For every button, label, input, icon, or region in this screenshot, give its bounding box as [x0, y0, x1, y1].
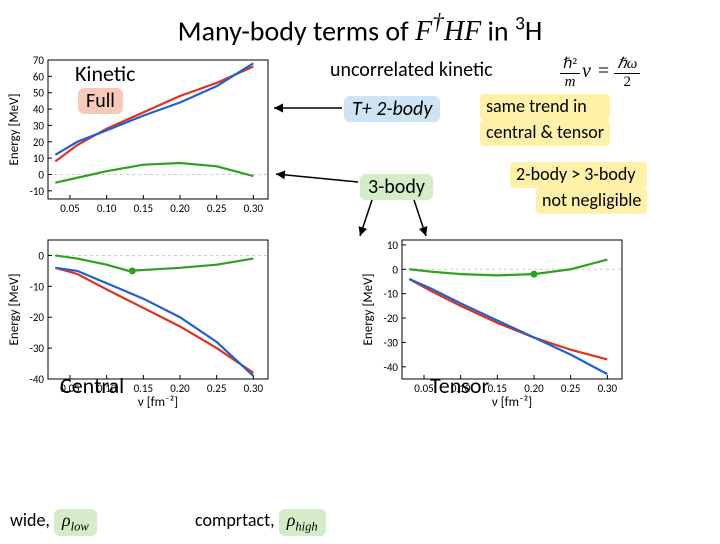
svg-text:-20: -20	[383, 312, 398, 325]
svg-text:-30: -30	[29, 342, 44, 355]
svg-text:ν [fm⁻²]: ν [fm⁻²]	[492, 395, 532, 409]
label-uncorr: uncorrelated kinetic	[330, 58, 493, 82]
svg-text:0.30: 0.30	[598, 382, 618, 395]
title-expr: F†HF	[415, 16, 481, 47]
compact-label: comprtact,	[195, 509, 279, 531]
svg-text:0.15: 0.15	[134, 382, 154, 395]
arrow-t2body	[268, 94, 348, 124]
title-prefix: Many-body terms of	[178, 13, 415, 48]
svg-text:0: 0	[392, 264, 398, 277]
pill-t2body: T+ 2-body	[344, 96, 440, 122]
label-full: Full	[78, 88, 123, 114]
svg-text:0.10: 0.10	[97, 202, 117, 215]
svg-text:Energy [MeV]: Energy [MeV]	[7, 274, 22, 346]
svg-text:Energy [MeV]: Energy [MeV]	[361, 274, 376, 346]
svg-text:-30: -30	[383, 337, 398, 350]
wide-label: wide,	[10, 509, 54, 531]
svg-text:0.25: 0.25	[207, 202, 227, 215]
svg-text:-20: -20	[29, 312, 44, 325]
svg-text:0.25: 0.25	[561, 382, 581, 395]
svg-text:30: 30	[33, 120, 45, 133]
svg-text:50: 50	[33, 87, 45, 100]
svg-text:ν [fm⁻²]: ν [fm⁻²]	[138, 395, 178, 409]
svg-text:0.25: 0.25	[207, 382, 227, 395]
rho-low: ρlow	[54, 509, 97, 536]
svg-text:-10: -10	[383, 288, 398, 301]
label-kinetic: Kinetic	[75, 60, 135, 87]
svg-text:0.15: 0.15	[134, 202, 154, 215]
arrow-3body-down-right	[408, 196, 438, 242]
svg-text:60: 60	[33, 71, 45, 84]
bottom-row: wide, ρlow comprtact, ρhigh	[10, 509, 710, 536]
rho-high: ρhigh	[279, 509, 326, 536]
note-same-trend: same trend in central & tensor	[480, 94, 610, 145]
svg-text:10: 10	[33, 152, 45, 165]
svg-text:0: 0	[38, 169, 44, 182]
svg-text:Energy [MeV]: Energy [MeV]	[7, 94, 22, 166]
page-title: Many-body terms of F†HF in 3H	[0, 0, 720, 54]
svg-text:0.20: 0.20	[524, 382, 544, 395]
svg-text:0.05: 0.05	[60, 202, 80, 215]
svg-text:40: 40	[33, 103, 45, 116]
svg-text:20: 20	[33, 136, 45, 149]
svg-text:10: 10	[387, 239, 399, 252]
label-t2body: T+ 2-body	[344, 96, 440, 122]
arrow-3body-down-left	[352, 196, 382, 242]
title-in: in	[481, 13, 515, 48]
label-tensor: Tensor	[430, 372, 489, 399]
svg-text:0.30: 0.30	[244, 382, 264, 395]
arrow-3body-left	[270, 164, 364, 194]
svg-text:-10: -10	[29, 281, 44, 294]
svg-text:0.15: 0.15	[488, 382, 508, 395]
svg-text:0.20: 0.20	[170, 382, 190, 395]
label-central: Central	[60, 372, 124, 399]
formula: ℏ² m ν = ℏω 2	[560, 54, 640, 91]
svg-text:0.20: 0.20	[170, 202, 190, 215]
title-iso: 3H	[515, 13, 542, 48]
svg-text:-40: -40	[383, 361, 398, 374]
svg-text:-10: -10	[29, 185, 44, 198]
pill-full: Full	[78, 88, 123, 114]
svg-text:0.30: 0.30	[244, 202, 264, 215]
chart-kinetic: -10 0 10 20 30 40 50 60 70 0.05 0.10 0.15 0.20 0.25 0.…	[6, 54, 276, 229]
svg-text:-40: -40	[29, 373, 44, 386]
chart-grid: -10 0 10 20 30 40 50 60 70 0.05 0.10 0.15 0.20 0.25 0.…	[0, 54, 720, 544]
svg-text:0: 0	[38, 250, 44, 263]
chart-central: -40-30-20-1000.050.100.150.200.250.30Ene…	[6, 234, 276, 409]
chart-tensor: -40-30-20-100100.050.100.150.200.250.30E…	[360, 234, 630, 409]
svg-text:70: 70	[33, 54, 45, 67]
note-2gt3: 2-body > 3-body not negligible	[510, 162, 647, 213]
